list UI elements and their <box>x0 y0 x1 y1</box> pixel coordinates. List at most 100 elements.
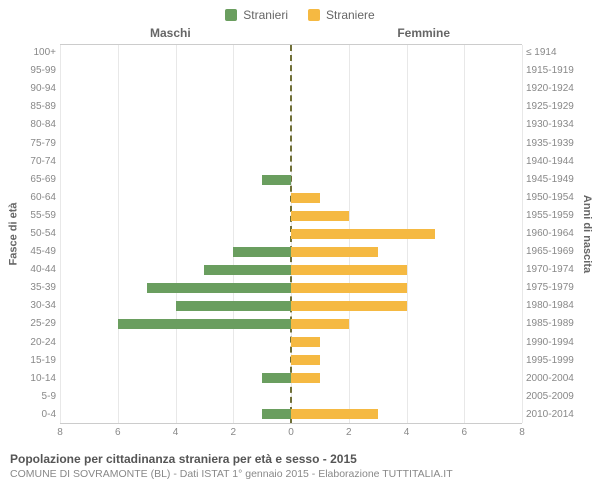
birth-tick: 1950-1954 <box>526 193 580 203</box>
birth-tick: 1985-1989 <box>526 319 580 329</box>
birth-tick: 1965-1969 <box>526 247 580 257</box>
bar-row <box>60 387 522 405</box>
bar-male <box>262 409 291 420</box>
bar-male <box>118 319 291 330</box>
bar-row <box>60 153 522 171</box>
birth-tick: 2000-2004 <box>526 374 580 384</box>
birth-tick: 1940-1944 <box>526 157 580 167</box>
birth-tick: 1975-1979 <box>526 283 580 293</box>
bar-male <box>147 283 291 294</box>
age-tick: 70-74 <box>20 157 56 167</box>
age-tick: 65-69 <box>20 175 56 185</box>
birth-tick: 1935-1939 <box>526 139 580 149</box>
bar-female <box>291 211 349 222</box>
x-tick: 6 <box>115 427 121 438</box>
bar-row <box>60 171 522 189</box>
bar-row <box>60 261 522 279</box>
bar-female <box>291 265 407 276</box>
x-tick: 8 <box>519 427 525 438</box>
bar-male <box>233 247 291 258</box>
chart-area: Fasce di età 100+95-9990-9485-8980-8475-… <box>0 44 600 424</box>
bar-female <box>291 301 407 312</box>
age-tick: 50-54 <box>20 229 56 239</box>
birth-tick: 1980-1984 <box>526 301 580 311</box>
bar-female <box>291 409 378 420</box>
birth-tick: 2005-2009 <box>526 392 580 402</box>
birth-tick: ≤ 1914 <box>526 48 580 58</box>
y-axis-label-left: Fasce di età <box>6 44 20 424</box>
birth-tick: 1990-1994 <box>526 338 580 348</box>
bar-row <box>60 279 522 297</box>
birth-ticks: ≤ 1914 1915-1919 1920-1924 1925-1929 1930-19… <box>522 44 580 424</box>
age-tick: 45-49 <box>20 247 56 257</box>
birth-tick: 1930-1934 <box>526 120 580 130</box>
x-tick: 6 <box>461 427 467 438</box>
bar-male <box>262 175 291 186</box>
x-tick: 0 <box>288 427 294 438</box>
x-axis: 8 6 4 2 0 2 4 6 8 <box>60 424 522 446</box>
bar-row <box>60 207 522 225</box>
legend-label-female: Straniere <box>326 8 375 22</box>
bar-male <box>204 265 291 276</box>
bar-female <box>291 229 435 240</box>
bar-female <box>291 247 378 258</box>
bar-row <box>60 297 522 315</box>
bar-row <box>60 135 522 153</box>
caption: Popolazione per cittadinanza straniera p… <box>0 446 600 480</box>
birth-tick: 1945-1949 <box>526 175 580 185</box>
header-male: Maschi <box>150 26 191 40</box>
x-tick: 2 <box>346 427 352 438</box>
bar-row <box>60 45 522 63</box>
x-tick: 4 <box>173 427 179 438</box>
bar-rows <box>60 45 522 423</box>
age-tick: 55-59 <box>20 211 56 221</box>
x-tick: 2 <box>230 427 236 438</box>
bar-row <box>60 405 522 423</box>
legend-swatch-female <box>308 9 320 21</box>
age-tick: 60-64 <box>20 193 56 203</box>
birth-tick: 1970-1974 <box>526 265 580 275</box>
plot-area <box>60 44 522 424</box>
birth-tick: 1955-1959 <box>526 211 580 221</box>
birth-tick: 2010-2014 <box>526 410 580 420</box>
bar-male <box>176 301 292 312</box>
bar-row <box>60 315 522 333</box>
age-tick: 20-24 <box>20 338 56 348</box>
bar-female <box>291 193 320 204</box>
bar-row <box>60 243 522 261</box>
birth-tick: 1925-1929 <box>526 102 580 112</box>
age-tick: 5-9 <box>20 392 56 402</box>
bar-female <box>291 319 349 330</box>
birth-tick: 1915-1919 <box>526 66 580 76</box>
x-tick: 8 <box>57 427 63 438</box>
age-tick: 25-29 <box>20 319 56 329</box>
bar-row <box>60 189 522 207</box>
birth-tick: 1995-1999 <box>526 356 580 366</box>
legend-item-male: Stranieri <box>225 8 288 22</box>
birth-tick: 1960-1964 <box>526 229 580 239</box>
bar-female <box>291 373 320 384</box>
bar-row <box>60 369 522 387</box>
y-axis-label-right: Anni di nascita <box>580 44 594 424</box>
age-tick: 80-84 <box>20 120 56 130</box>
age-tick: 85-89 <box>20 102 56 112</box>
age-tick: 15-19 <box>20 356 56 366</box>
chart-title: Popolazione per cittadinanza straniera p… <box>10 452 590 466</box>
bar-female <box>291 355 320 366</box>
age-tick: 30-34 <box>20 301 56 311</box>
birth-tick: 1920-1924 <box>526 84 580 94</box>
bar-row <box>60 351 522 369</box>
bar-row <box>60 225 522 243</box>
age-tick: 95-99 <box>20 66 56 76</box>
age-tick: 35-39 <box>20 283 56 293</box>
legend-item-female: Straniere <box>308 8 375 22</box>
age-tick: 75-79 <box>20 139 56 149</box>
bar-row <box>60 81 522 99</box>
bar-row <box>60 99 522 117</box>
age-tick: 90-94 <box>20 84 56 94</box>
x-tick: 4 <box>404 427 410 438</box>
bar-female <box>291 337 320 348</box>
bar-female <box>291 283 407 294</box>
bar-row <box>60 333 522 351</box>
chart-subtitle: COMUNE DI SOVRAMONTE (BL) - Dati ISTAT 1… <box>10 468 590 480</box>
